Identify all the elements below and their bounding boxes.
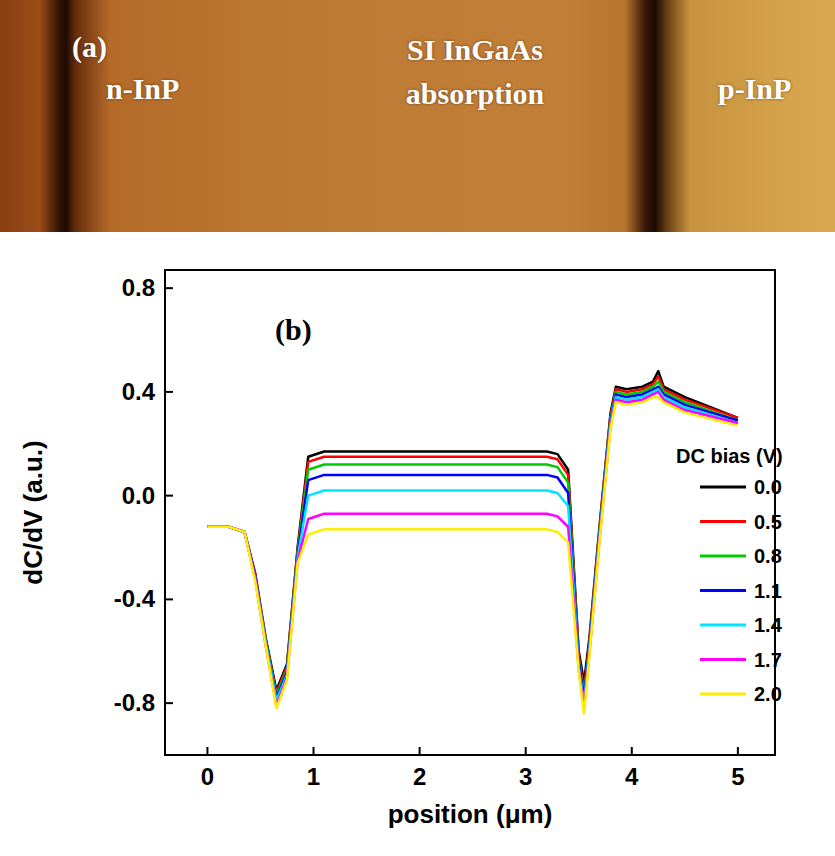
y-tick: [165, 391, 173, 393]
x-tick-label: 1: [307, 763, 320, 790]
x-tick: [206, 747, 208, 755]
x-tick-label: 5: [731, 763, 744, 790]
legend-label: 0.5: [754, 511, 782, 533]
x-tick: [631, 747, 633, 755]
region-label: p-InP: [718, 72, 791, 106]
y-tick-label: 0.8: [122, 274, 155, 301]
panel-label: (b): [275, 313, 312, 347]
legend-swatch: [700, 486, 746, 489]
y-tick-label: -0.4: [114, 585, 156, 612]
y-tick-label: 0.0: [122, 482, 155, 509]
legend-swatch: [700, 693, 746, 696]
x-tick: [419, 747, 421, 755]
legend-label: 0.0: [754, 476, 782, 498]
x-tick-label: 3: [519, 763, 532, 790]
series-line: [207, 392, 737, 708]
series-line: [207, 376, 737, 692]
series-line: [207, 371, 737, 690]
x-tick-label: 4: [625, 763, 639, 790]
plot-frame: [165, 270, 775, 755]
y-tick-label: 0.4: [122, 378, 156, 405]
legend-swatch: [700, 658, 746, 661]
chart: 0 1 2 3 4 5 -0.8 -0.4 0.0 0.4 0.8 (b) position (μm) d…: [0, 232, 835, 856]
legend-label: 1.7: [754, 649, 782, 671]
y-tick: [165, 287, 173, 289]
series-line: [207, 387, 737, 698]
legend: DC bias (V) 0.0 0.5 0.8 1.1 1.4 1.7 2.0: [676, 445, 783, 705]
region-label: SI InGaAs absorption: [355, 28, 595, 116]
legend-label: 1.4: [754, 614, 783, 636]
region-label: n-InP: [106, 72, 179, 106]
x-axis-title: position (μm): [388, 799, 553, 829]
legend-swatch: [700, 520, 746, 523]
x-tick: [737, 747, 739, 755]
legend-swatch: [700, 589, 746, 592]
legend-label: 1.1: [754, 580, 782, 602]
scm-image: (a) n-InP SI InGaAs absorption p-InP: [0, 0, 835, 232]
legend-swatch: [700, 624, 746, 627]
series-line: [207, 389, 737, 703]
y-tick: [165, 495, 173, 497]
lines: [207, 371, 737, 713]
y-tick: [165, 702, 173, 704]
y-axis-title: dC/dV (a.u.): [18, 440, 48, 584]
y-tick-label: -0.8: [114, 689, 155, 716]
series-line: [207, 397, 737, 713]
legend-swatch: [700, 555, 746, 558]
x-tick-label: 0: [201, 763, 214, 790]
panel-label: (a): [72, 30, 107, 64]
legend-label: 0.8: [754, 545, 782, 567]
x-tick-label: 2: [413, 763, 426, 790]
legend-title: DC bias (V): [676, 445, 783, 467]
legend-label: 2.0: [754, 683, 782, 705]
y-tick: [165, 598, 173, 600]
x-tick: [313, 747, 315, 755]
series-line: [207, 382, 737, 696]
x-tick: [525, 747, 527, 755]
